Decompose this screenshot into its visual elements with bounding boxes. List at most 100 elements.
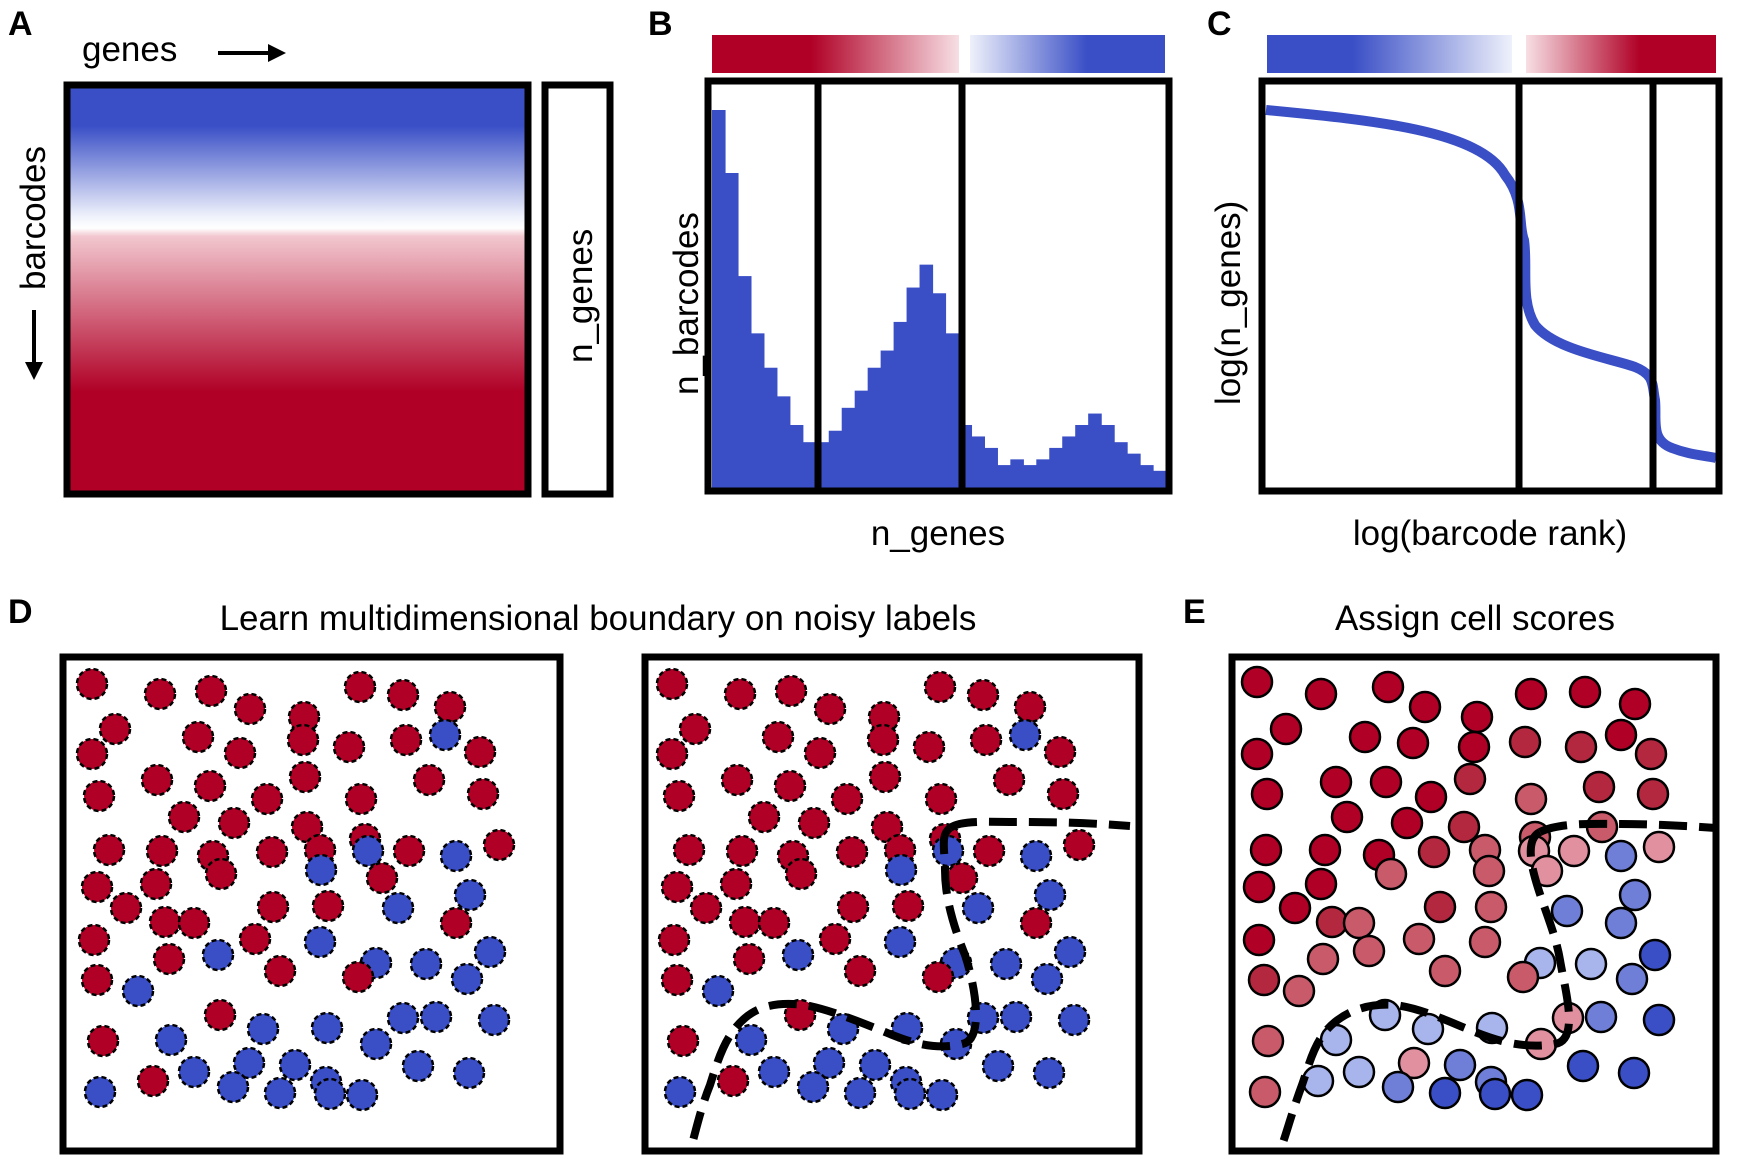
cell-dot	[143, 677, 177, 711]
cell-dot	[757, 1055, 791, 1089]
cell-dot	[678, 712, 712, 746]
cell-dot	[835, 835, 869, 869]
cell-dot	[1053, 935, 1087, 969]
cell-dot	[98, 712, 132, 746]
cell-dot	[365, 861, 399, 895]
cell-dot	[1617, 1056, 1651, 1090]
decision-boundary-upper	[947, 817, 1131, 832]
histogram-bar	[880, 350, 895, 488]
cell-dot	[672, 833, 706, 867]
cell-dot	[344, 782, 378, 816]
cell-dot	[830, 782, 864, 816]
cell-dot	[925, 1078, 959, 1112]
cell-dot	[657, 923, 691, 957]
cell-dot	[278, 1048, 312, 1082]
cell-dot	[784, 857, 818, 891]
cell-dot	[1390, 806, 1424, 840]
cell-dot	[1013, 690, 1047, 724]
cell-dot	[428, 718, 462, 752]
cell-dot	[666, 1024, 700, 1058]
cell-dot	[1352, 934, 1386, 968]
cell-dot	[1604, 718, 1638, 752]
cell-dot	[1618, 687, 1652, 721]
boundary-scatter	[655, 667, 1096, 1112]
histogram-bar	[763, 367, 778, 488]
cell-dot	[1604, 839, 1638, 873]
cell-dot	[1019, 839, 1053, 873]
cell-dot	[961, 891, 995, 925]
panel-d-letter: D	[8, 593, 33, 631]
cell-dot	[1247, 963, 1281, 997]
cell-dot	[1604, 906, 1638, 940]
histogram-bar	[1127, 453, 1141, 488]
cell-dot	[392, 834, 426, 868]
cell-dot	[1046, 777, 1080, 811]
cell-dot	[716, 1064, 750, 1098]
panel-b-frame	[704, 77, 1173, 495]
cell-dot	[1242, 923, 1276, 957]
cell-dot	[386, 1001, 420, 1035]
cell-dot	[233, 692, 267, 726]
cell-dot	[193, 769, 227, 803]
cell-dot	[1396, 726, 1430, 760]
cell-dot	[1472, 854, 1506, 888]
cell-dot	[482, 828, 516, 862]
histogram-bar	[1062, 436, 1076, 488]
cell-dot	[655, 737, 689, 771]
log-n-genes-label: log(n_genes)	[1209, 201, 1248, 405]
cell-dot	[194, 674, 228, 708]
cell-dot	[1008, 718, 1042, 752]
cell-dot	[256, 890, 290, 924]
panel-d-right-frame	[641, 653, 1143, 1155]
cell-dot	[286, 723, 320, 757]
cell-dot	[332, 730, 366, 764]
cell-dot	[345, 1078, 379, 1112]
cell-dot	[999, 1000, 1033, 1034]
barcode-gene-matrix	[63, 81, 532, 498]
cell-dot	[1402, 922, 1436, 956]
cell-dot	[82, 779, 116, 813]
cell-dot	[1308, 833, 1342, 867]
histogram-bar	[932, 293, 947, 488]
histogram-bar	[854, 390, 869, 488]
histogram-bar	[1049, 447, 1063, 488]
cell-dot	[433, 690, 467, 724]
cell-dot	[734, 1023, 768, 1057]
cell-dot	[1457, 730, 1491, 764]
cell-dot	[263, 1076, 297, 1110]
cell-dot	[1510, 1078, 1544, 1112]
cell-dot	[843, 1076, 877, 1110]
cell-dot	[818, 922, 852, 956]
cell-dot	[381, 891, 415, 925]
histogram-bar	[841, 407, 856, 488]
panel-e-title: Assign cell scores	[1335, 599, 1615, 638]
cell-dot	[92, 833, 126, 867]
cell-dot	[1634, 737, 1668, 771]
cell-dot	[1315, 905, 1349, 939]
cell-dot	[866, 723, 900, 757]
cell-dot	[246, 1012, 280, 1046]
cell-dot	[177, 906, 211, 940]
cell-dot	[290, 810, 324, 844]
cell-dot	[921, 960, 955, 994]
cell-dot	[747, 800, 781, 834]
cell-dot	[1319, 765, 1353, 799]
cell-dot	[924, 782, 958, 816]
cell-dot	[1030, 962, 1064, 996]
cell-dot	[662, 779, 696, 813]
cell-dot	[720, 763, 754, 797]
cell-dot	[1564, 730, 1598, 764]
cell-dot	[812, 1046, 846, 1080]
cell-dot	[945, 861, 979, 895]
colorbar-blue	[970, 35, 1165, 73]
cell-dot	[796, 1070, 830, 1104]
cell-dot	[1348, 720, 1382, 754]
cell-dot	[1057, 1003, 1091, 1037]
panel-c: C log(n_genes) log(barcode rank)	[1207, 5, 1723, 553]
histogram-bar	[906, 287, 921, 488]
cell-dot	[884, 853, 918, 887]
cell-dot	[304, 853, 338, 887]
cell-dot	[773, 769, 807, 803]
cell-dot	[1250, 777, 1284, 811]
